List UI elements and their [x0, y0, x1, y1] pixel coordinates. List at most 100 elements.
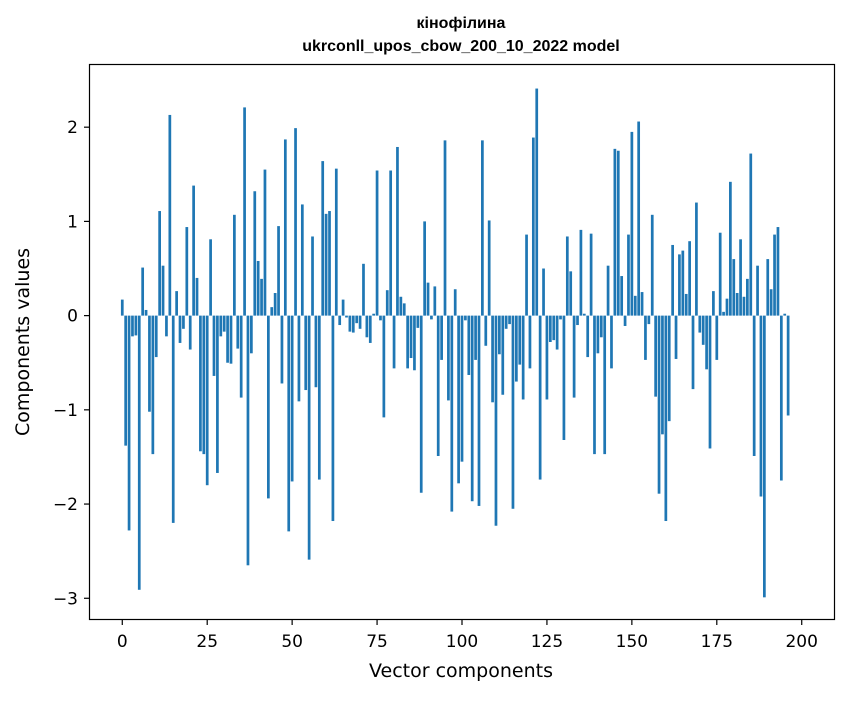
- bar: [732, 259, 736, 316]
- bar: [406, 315, 409, 369]
- bar: [504, 315, 508, 329]
- bar: [199, 315, 202, 452]
- bar: [521, 315, 525, 400]
- bar: [382, 315, 386, 418]
- bar: [321, 161, 325, 316]
- bar: [484, 315, 488, 346]
- bar: [735, 293, 739, 316]
- bar: [688, 241, 691, 316]
- bar: [664, 315, 668, 522]
- bar: [620, 276, 624, 316]
- bar: [695, 202, 698, 316]
- bar: [565, 236, 569, 316]
- bar: [433, 286, 437, 316]
- bar: [630, 131, 634, 316]
- bar: [705, 315, 708, 370]
- y-axis-label: Components values: [12, 248, 34, 436]
- x-tick-label: 50: [281, 632, 303, 652]
- bar: [246, 315, 250, 566]
- bar: [409, 315, 413, 359]
- bar: [243, 107, 246, 316]
- bar: [606, 265, 610, 316]
- bar: [766, 259, 770, 316]
- bar: [348, 315, 352, 332]
- bar: [216, 315, 219, 473]
- bar: [311, 236, 314, 316]
- bar: [430, 315, 433, 320]
- bar: [379, 315, 382, 321]
- bar: [351, 315, 355, 333]
- bar: [712, 291, 715, 316]
- bar: [375, 170, 379, 316]
- bar: [212, 315, 216, 376]
- bar: [552, 315, 556, 341]
- bar: [314, 315, 318, 388]
- bar: [385, 290, 389, 316]
- bar: [368, 315, 372, 343]
- bar: [440, 315, 443, 360]
- bar: [481, 140, 484, 316]
- bar: [674, 315, 678, 359]
- bar: [627, 234, 630, 316]
- bar: [165, 315, 168, 337]
- bar: [185, 227, 189, 316]
- bar: [236, 315, 240, 349]
- bar: [151, 315, 155, 455]
- chart-title: кінофілина: [417, 15, 506, 32]
- bar: [413, 315, 416, 371]
- bar: [487, 220, 491, 316]
- bar: [300, 204, 304, 316]
- bar: [450, 315, 454, 512]
- bar: [562, 315, 566, 440]
- bar: [586, 315, 590, 358]
- bar: [572, 315, 576, 398]
- bar: [222, 315, 226, 332]
- bar: [287, 315, 291, 532]
- bar: [154, 315, 158, 358]
- bar: [436, 315, 440, 456]
- bar: [192, 185, 195, 316]
- bar: [531, 137, 535, 316]
- bar: [477, 315, 481, 506]
- bar: [362, 263, 365, 316]
- bar: [759, 315, 763, 497]
- bar: [657, 315, 661, 494]
- bar: [195, 277, 199, 316]
- bar: [559, 315, 562, 320]
- bar: [161, 265, 165, 316]
- x-tick-label: 150: [616, 632, 648, 652]
- x-tick-label: 125: [531, 632, 563, 652]
- x-tick-label: 100: [446, 632, 478, 652]
- bar: [141, 267, 145, 316]
- bar: [256, 260, 260, 316]
- bar: [317, 315, 321, 480]
- bar: [498, 315, 501, 355]
- bar: [443, 140, 447, 316]
- bar: [202, 315, 206, 455]
- bar: [786, 315, 790, 416]
- bar: [341, 299, 345, 316]
- bar: [324, 213, 328, 316]
- bar: [654, 315, 657, 397]
- bar: [334, 168, 338, 316]
- bar: [715, 315, 719, 360]
- bar: [423, 221, 426, 316]
- bar: [453, 289, 457, 316]
- bar: [158, 211, 161, 316]
- x-tick-label: 25: [196, 632, 218, 652]
- bar: [464, 315, 467, 321]
- bar: [250, 315, 253, 354]
- bar: [593, 315, 596, 455]
- bar: [267, 315, 270, 499]
- bar: [671, 244, 674, 316]
- bar: [555, 315, 559, 350]
- bar: [178, 315, 182, 343]
- bar: [548, 315, 552, 342]
- bar: [756, 265, 759, 316]
- bar: [644, 315, 647, 360]
- bar: [511, 315, 515, 509]
- bar: [253, 191, 257, 316]
- bar: [691, 315, 695, 390]
- bar: [467, 315, 471, 375]
- bar: [661, 315, 664, 435]
